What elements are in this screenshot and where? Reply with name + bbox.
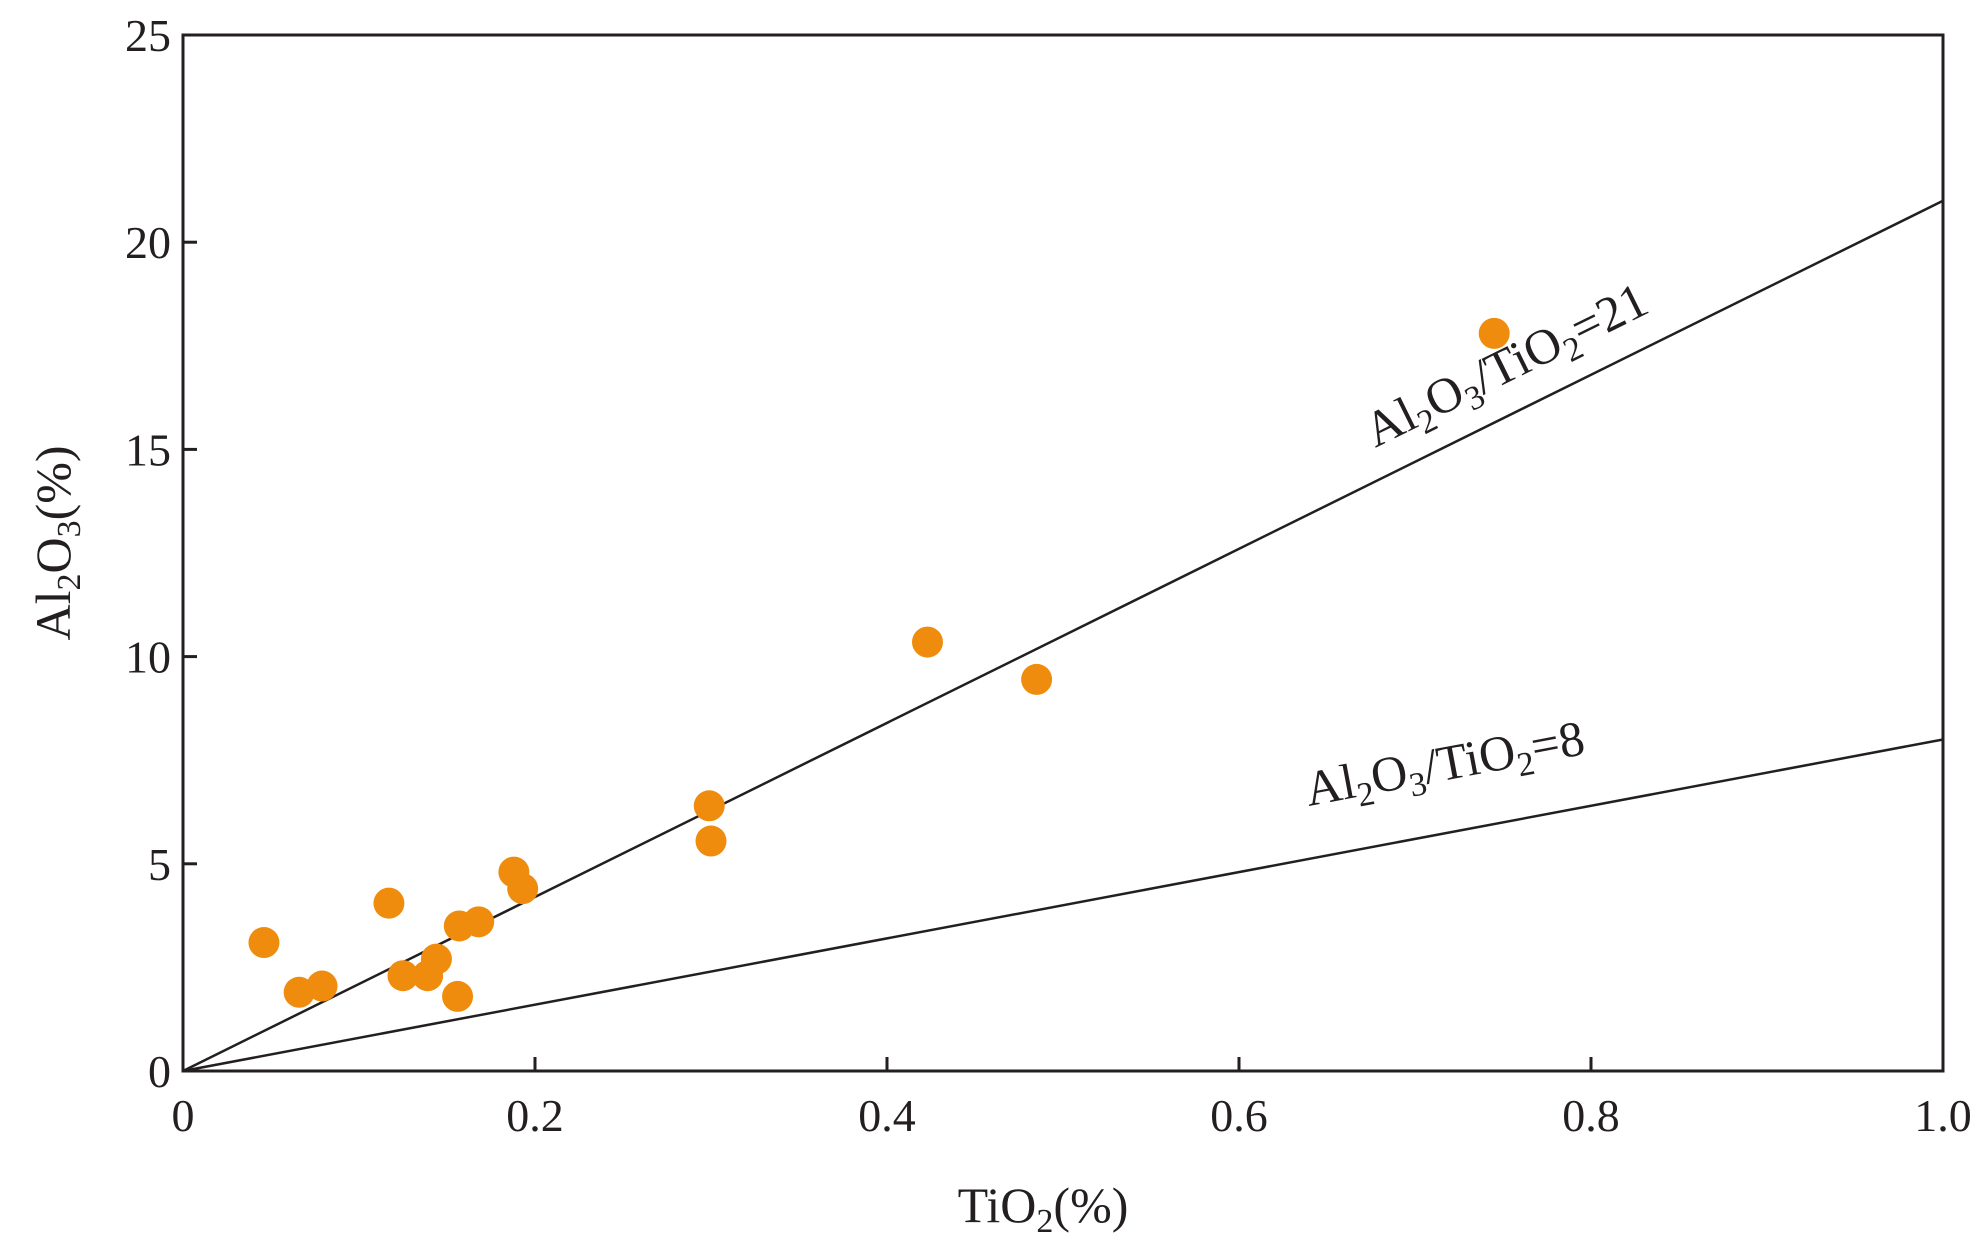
data-point xyxy=(695,825,727,857)
x-axis-title-subscript: 2 xyxy=(1036,1203,1053,1240)
x-tick-label: 0.6 xyxy=(1210,1090,1268,1141)
x-axis-title: TiO2(%) xyxy=(958,1177,1129,1240)
x-tick-label: 0 xyxy=(172,1090,195,1141)
reference-line-label-ratio-8-part: /TiO xyxy=(1418,722,1519,794)
data-point xyxy=(248,927,280,959)
data-point xyxy=(306,970,338,1002)
x-tick-label: 0.2 xyxy=(506,1090,564,1141)
reference-lines xyxy=(182,199,1944,1073)
y-axis-title-part: O xyxy=(25,537,81,573)
reference-line-ratio-21 xyxy=(182,199,1944,1073)
y-axis-title-part: Al xyxy=(25,591,81,641)
y-tick-label: 15 xyxy=(125,424,171,475)
y-axis-title-subscript: 3 xyxy=(51,520,88,537)
x-tick-label: 0.4 xyxy=(858,1090,916,1141)
axis-ticks: 0 0.2 0.4 0.6 0.8 1.0 0 5 10 15 20 25 xyxy=(125,10,1972,1141)
data-point xyxy=(1021,663,1053,695)
reference-line-ratio-8 xyxy=(182,738,1944,1073)
reference-line-label-ratio-8-subscript: 2 xyxy=(1514,745,1538,785)
reference-line-label-ratio-8: Al2O3/TiO2=8 xyxy=(1300,709,1590,823)
data-point xyxy=(420,943,452,975)
y-tick-label: 5 xyxy=(148,839,171,890)
data-point xyxy=(693,790,725,822)
data-point xyxy=(463,906,495,938)
x-axis-title-part: (%) xyxy=(1053,1177,1128,1233)
reference-label-group: Al2O3/TiO2=8 xyxy=(1300,709,1590,823)
data-point xyxy=(373,887,405,919)
y-tick-label: 10 xyxy=(125,632,171,683)
reference-line-label-ratio-8-subscript: 2 xyxy=(1354,775,1378,815)
data-point xyxy=(911,626,943,658)
data-point xyxy=(1478,317,1510,349)
x-tick-label: 1.0 xyxy=(1914,1090,1972,1141)
y-axis-title-part: (%) xyxy=(25,445,81,520)
plot-area-frame xyxy=(181,33,1945,1073)
y-axis-title-group: Al2O3(%) xyxy=(25,445,88,640)
reference-line-label-ratio-8-part: =8 xyxy=(1526,709,1589,774)
y-axis-title-subscript: 2 xyxy=(51,574,88,591)
reference-line-label-ratio-21: Al2O3/TiO2=21 xyxy=(1355,271,1659,464)
reference-line-label-ratio-8-subscript: 3 xyxy=(1406,765,1430,805)
reference-line-label-ratio-21-part: Al xyxy=(1355,385,1425,457)
reference-label-group: Al2O3/TiO2=21 xyxy=(1355,271,1659,464)
data-points xyxy=(248,317,1510,1012)
y-tick-label: 25 xyxy=(125,10,171,61)
x-tick-label: 0.8 xyxy=(1562,1090,1620,1141)
reference-line-label-ratio-8-part: Al xyxy=(1300,753,1360,817)
y-tick-label: 0 xyxy=(148,1046,171,1097)
data-point xyxy=(507,873,539,905)
y-axis-title: Al2O3(%) xyxy=(25,445,88,640)
data-point xyxy=(387,960,419,992)
y-tick-label: 20 xyxy=(125,217,171,268)
axis-labels: TiO2(%)Al2O3(%) xyxy=(25,445,1128,1240)
data-point xyxy=(442,980,474,1012)
reference-line-labels: Al2O3/TiO2=21 Al2O3/TiO2=8 xyxy=(1300,271,1659,823)
x-axis-title-part: TiO xyxy=(958,1177,1037,1233)
